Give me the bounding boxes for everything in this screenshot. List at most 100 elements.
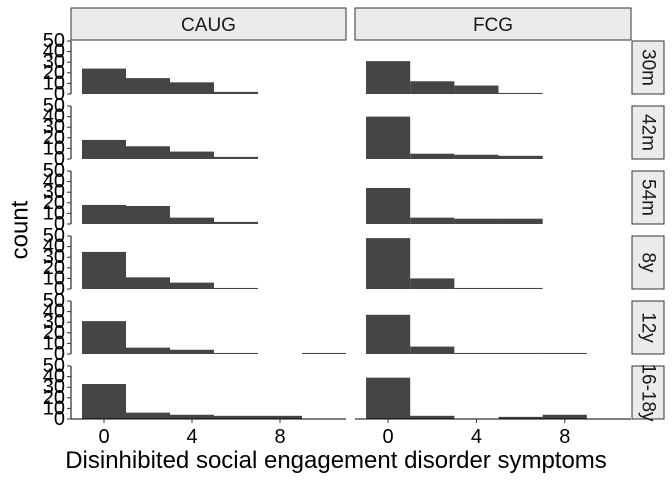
histogram-bar [170,349,214,354]
y-tick-label: 0 [54,213,65,235]
facet-panels: 0102030405001020304050010203040500102030… [43,30,587,430]
histogram-bar [454,218,499,224]
histogram-bar [258,415,302,419]
histogram-bar [542,414,587,419]
x-axis-title: Disinhibited social engagement disorder … [65,447,607,474]
panel-fcg-16-18y [366,377,587,419]
histogram-bar [454,154,499,159]
histogram-bar [82,251,126,289]
y-tick-label: 40 [43,236,65,258]
row-strip-label: 54m [638,179,659,216]
y-tick-label: 40 [43,106,65,128]
histogram-bar [170,282,214,289]
y-tick-label: 30 [43,181,65,203]
y-tick-label: 10 [43,202,65,224]
histogram-bar [454,287,499,289]
column-strip-label: CAUG [181,15,236,36]
y-tick-label: 20 [43,62,65,84]
y-tick-label: 0 [54,343,65,365]
histogram-bar [410,81,455,94]
x-tick-label: 8 [274,426,285,448]
y-tick-label: 0 [54,83,65,105]
row-strip-label: 42m [638,114,659,151]
y-tick-label: 50 [43,30,65,52]
histogram-bar [126,205,170,224]
y-tick-label: 50 [43,225,65,247]
y-tick-label: 10 [43,72,65,94]
row-strip-30m [631,40,665,95]
y-axis-title: count [7,200,34,259]
y-tick-label: 0 [54,408,65,430]
histogram-bar [498,287,543,289]
histogram-bar [82,321,126,354]
histogram-bar [170,217,214,224]
histogram-bar [410,278,455,289]
histogram-bar [82,68,126,94]
y-tick-label: 30 [43,246,65,268]
y-tick-label: 20 [43,387,65,409]
y-tick-label: 10 [43,332,65,354]
histogram-bar [82,204,126,224]
y-tick-label: 30 [43,116,65,138]
histogram-bar [214,415,258,419]
histogram-bar [366,187,411,224]
y-tick-label: 20 [43,192,65,214]
y-tick-label: 40 [43,41,65,63]
histogram-bar [214,352,258,354]
histogram-bar [498,416,543,419]
histogram-bar [454,352,499,354]
x-tick-label: 0 [98,426,109,448]
histogram-bar [126,412,170,419]
y-tick-label: 10 [43,397,65,419]
y-tick-label: 20 [43,127,65,149]
row-strip-label: 12y [638,312,659,343]
histogram-bar [498,352,543,354]
y-tick-label: 20 [43,322,65,344]
y-tick-label: 40 [43,366,65,388]
y-tick-label: 40 [43,301,65,323]
histogram-bar [214,91,258,94]
column-strips: CAUG FCG [70,7,632,41]
row-strip-42m [631,105,665,160]
y-tick-label: 50 [43,355,65,377]
panel-fcg-8y [366,238,543,289]
row-strip-label: 16-18y [638,363,659,422]
column-strip-caug [70,7,347,41]
y-tick-label: 10 [43,267,65,289]
row-strip-label: 30m [638,49,659,86]
histogram-bar [454,85,499,94]
y-tick-label: 50 [43,290,65,312]
row-strips: 30m 42m 54m 8y 12y 16-18y [631,40,665,422]
y-tick-label: 20 [43,257,65,279]
x-axes: 0 4 8 0 4 8 [71,418,631,448]
histogram-bar [214,156,258,159]
histogram-bar [302,352,346,354]
y-tick-label: 50 [43,95,65,117]
column-strip-label: FCG [473,15,513,36]
histogram-bar [366,116,411,159]
row-strip-label: 8y [638,252,659,273]
histogram-bar [498,218,543,224]
histogram-bar [126,277,170,289]
row-strip-12y [631,300,665,355]
histogram-bar [170,151,214,159]
histogram-bar [366,314,411,354]
y-tick-label: 30 [43,311,65,333]
histogram-bar [170,82,214,94]
row-strip-54m [631,170,665,225]
y-tick-label: 0 [54,278,65,300]
histogram-bar [126,78,170,94]
y-tick-label: 10 [43,137,65,159]
histogram-bar [366,61,411,94]
histogram-bar [126,347,170,354]
histogram-bar [170,414,214,419]
panel-fcg-54m [366,187,543,224]
y-tick-label: 40 [43,171,65,193]
column-strip-fcg [354,7,632,41]
